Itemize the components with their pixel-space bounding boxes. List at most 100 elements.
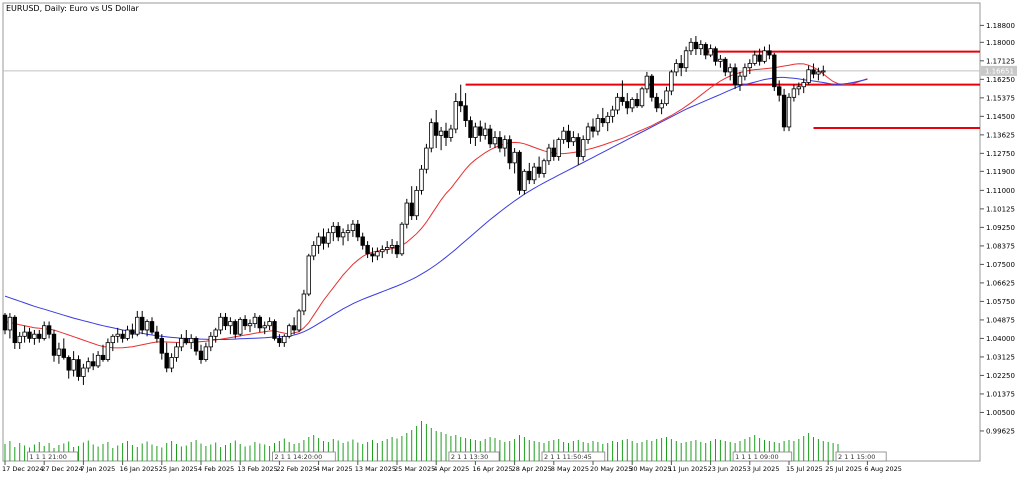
candle-body xyxy=(752,54,757,64)
candle xyxy=(360,232,365,250)
candle-body xyxy=(237,318,243,335)
candle-body xyxy=(821,70,826,73)
candle xyxy=(355,219,360,242)
candle xyxy=(174,342,179,362)
candle xyxy=(17,332,22,349)
candle xyxy=(478,120,483,142)
candle-body xyxy=(438,130,444,136)
candle-body xyxy=(497,137,503,149)
candle xyxy=(546,143,552,165)
chart-title: EURUSD, Daily: Euro vs US Dollar xyxy=(6,4,140,13)
candle-body xyxy=(791,88,797,98)
candle xyxy=(585,122,591,144)
candle-body xyxy=(149,321,155,333)
candle-body xyxy=(198,350,204,360)
candle xyxy=(801,78,806,94)
period-marker-box xyxy=(732,451,793,462)
candle-body xyxy=(453,101,458,130)
candle xyxy=(257,315,262,333)
candle-body xyxy=(507,139,512,164)
time-tick-label: 3 Jul 2025 xyxy=(747,465,780,473)
candle-body xyxy=(100,354,106,360)
candle xyxy=(473,122,478,146)
candle-body xyxy=(414,189,419,217)
candle xyxy=(71,351,76,377)
candle xyxy=(492,131,498,149)
candle xyxy=(634,93,640,108)
candle-body xyxy=(718,58,723,62)
candle-body xyxy=(51,333,57,356)
candle-body xyxy=(22,331,27,337)
candle-body xyxy=(728,67,733,73)
horizontal-levels[interactable] xyxy=(465,50,980,129)
candle xyxy=(703,42,708,60)
candle xyxy=(576,133,581,165)
candle-body xyxy=(811,69,816,75)
candle-body xyxy=(448,128,454,138)
candle xyxy=(669,69,674,96)
time-tick-label: 4 Feb 2025 xyxy=(198,465,234,473)
candle-body xyxy=(708,48,713,56)
price-tick-label: 1.04875 xyxy=(986,316,1015,324)
period-marker-box xyxy=(835,451,887,462)
candle-body xyxy=(610,109,615,117)
candle-body xyxy=(409,202,414,217)
candle-body xyxy=(164,352,169,369)
candle-body xyxy=(335,225,341,238)
candle xyxy=(463,93,468,127)
price-tick-label: 1.05750 xyxy=(986,298,1015,306)
candle xyxy=(272,319,277,341)
candle-body xyxy=(174,346,179,358)
candle xyxy=(458,84,463,113)
candle xyxy=(66,355,71,379)
candle-body xyxy=(777,86,782,96)
candle xyxy=(22,325,27,343)
candle xyxy=(203,342,209,362)
candle xyxy=(659,99,664,115)
time-tick-label: 6 Aug 2025 xyxy=(864,465,902,473)
candle xyxy=(708,44,713,58)
candle-body xyxy=(242,318,248,327)
candle xyxy=(556,137,561,161)
candle xyxy=(380,245,385,259)
time-tick-label: 20 May 2025 xyxy=(590,465,632,473)
candle-body xyxy=(679,63,684,69)
candle-body xyxy=(698,44,703,50)
candle xyxy=(536,156,542,178)
candle xyxy=(497,131,503,153)
period-marker-label: 2 1 1 13:30 xyxy=(451,453,488,461)
candle xyxy=(37,329,42,343)
candle xyxy=(370,247,375,263)
candle xyxy=(772,52,777,91)
candle-body xyxy=(247,323,253,327)
candle-body xyxy=(399,223,405,255)
candle-body xyxy=(130,329,135,335)
candle-body xyxy=(7,316,13,331)
candle xyxy=(541,158,547,178)
candle-body xyxy=(649,75,654,98)
price-tick-label: 1.10125 xyxy=(986,205,1015,213)
candle-body xyxy=(306,255,311,295)
candle xyxy=(786,93,792,132)
candle xyxy=(233,319,238,339)
candle xyxy=(693,35,699,56)
candle xyxy=(571,131,576,146)
time-tick-label: 30 May 2025 xyxy=(629,465,671,473)
candle-body xyxy=(27,331,32,339)
candle xyxy=(301,289,307,316)
time-tick-label: 22 Feb 2025 xyxy=(276,465,316,473)
candle xyxy=(664,86,669,106)
time-tick-label: 11 Jun 2025 xyxy=(668,465,707,473)
candle xyxy=(335,222,341,242)
candle xyxy=(448,124,454,142)
price-tick-label: 1.13625 xyxy=(986,131,1015,139)
candle-body xyxy=(56,348,62,356)
candle xyxy=(679,55,684,77)
candle xyxy=(130,323,135,339)
candle xyxy=(713,46,718,66)
candle-body xyxy=(546,147,552,162)
candle-body xyxy=(316,236,321,246)
candle-body xyxy=(502,139,507,149)
candle-body xyxy=(188,338,194,344)
